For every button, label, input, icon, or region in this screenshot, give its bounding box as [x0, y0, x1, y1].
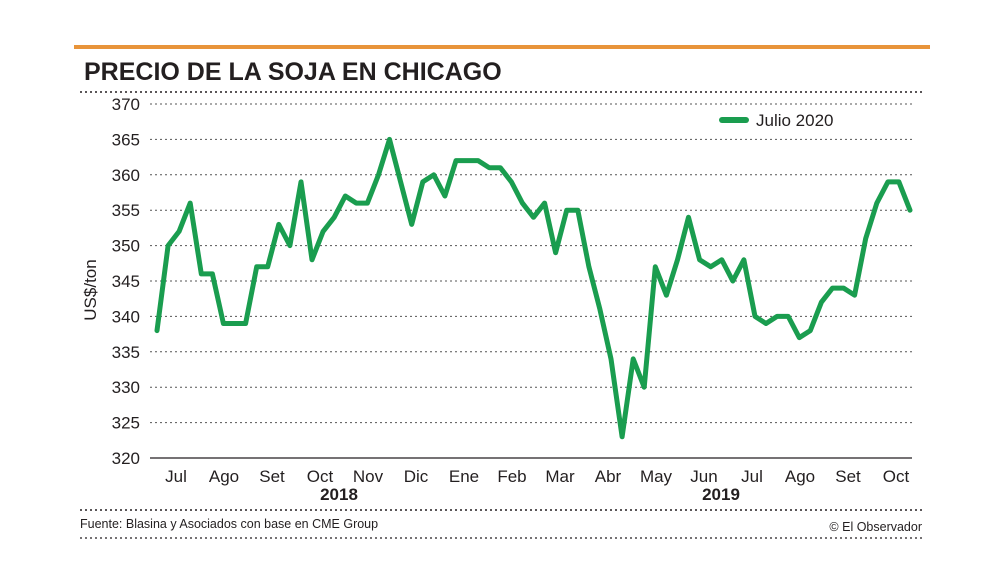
x-tick-label: Jul [165, 467, 187, 486]
y-tick-label: 320 [112, 449, 140, 468]
y-tick-label: 335 [112, 343, 140, 362]
x-tick-label: Set [835, 467, 861, 486]
year-label-2019: 2019 [702, 485, 740, 504]
y-tick-label: 325 [112, 414, 140, 433]
x-tick-label: Oct [307, 467, 334, 486]
y-tick-label: 360 [112, 166, 140, 185]
header-accent-bar [74, 45, 930, 49]
legend-label: Julio 2020 [756, 111, 834, 130]
y-tick-labels: 320 325 330 335 340 345 350 355 360 365 370 [112, 95, 140, 468]
credit-note: © El Observador [829, 520, 922, 534]
chart-title: PRECIO DE LA SOJA EN CHICAGO [84, 58, 502, 86]
y-tick-label: 370 [112, 95, 140, 114]
x-tick-label: Jul [741, 467, 763, 486]
x-tick-label: Abr [595, 467, 622, 486]
series [154, 136, 913, 440]
y-tick-label: 365 [112, 130, 140, 149]
x-tick-label: Mar [545, 467, 575, 486]
x-tick-label: Nov [353, 467, 384, 486]
x-tick-label: Set [259, 467, 285, 486]
y-axis-label: US$/ton [81, 259, 100, 320]
x-tick-label: Ago [209, 467, 239, 486]
x-tick-label: Ene [449, 467, 479, 486]
y-tick-label: 345 [112, 272, 140, 291]
x-tick-label: Dic [404, 467, 429, 486]
x-tick-label: Ago [785, 467, 815, 486]
y-tick-label: 340 [112, 307, 140, 326]
grid [150, 103, 912, 424]
y-tick-label: 330 [112, 378, 140, 397]
series-line [154, 136, 913, 440]
source-note: Fuente: Blasina y Asociados con base en … [80, 517, 378, 531]
x-tick-label: Oct [883, 467, 910, 486]
x-tick-label: May [640, 467, 673, 486]
x-tick-labels: Jul Ago Set Oct Nov Dic Ene Feb Mar Abr May Jun Jul A… [165, 467, 909, 486]
y-tick-label: 350 [112, 237, 140, 256]
x-tick-label: Feb [497, 467, 526, 486]
legend: Julio 2020 [719, 111, 834, 130]
year-label-2018: 2018 [320, 485, 358, 504]
y-tick-label: 355 [112, 201, 140, 220]
x-tick-label: Jun [690, 467, 717, 486]
